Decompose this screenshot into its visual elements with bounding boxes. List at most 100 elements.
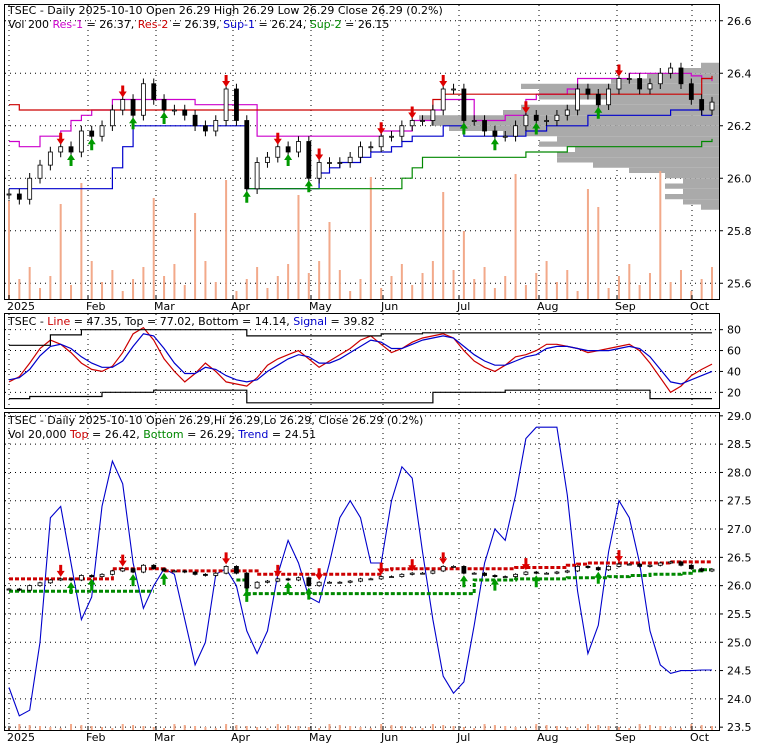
trend-body-44: [461, 566, 467, 574]
price-xtick-label-6: Jul: [456, 300, 470, 313]
trend-legend-part-1: Top: [69, 428, 89, 441]
price-panel: 25.6 25.8 26.0 26.2 26.4 26.6 2025 Feb Mar Apr Ma…: [4, 4, 752, 313]
price-body-31: [327, 162, 332, 164]
trend-volume-bar-37: [390, 725, 393, 730]
trend-buy-arrow-29: [304, 587, 313, 600]
volume-bar-6: [70, 285, 73, 299]
volume-profile-bin-36: [521, 104, 719, 110]
volume-bar-57: [597, 207, 600, 299]
trend-body-68: [709, 568, 715, 572]
trend-body-10: [109, 570, 115, 575]
trend-buy-arrow-47: [490, 578, 499, 591]
price-xtick-label-3: Apr: [231, 300, 251, 313]
trend-xtick-label-3: Apr: [231, 731, 251, 744]
volume-profile: [419, 62, 719, 210]
trend-body-27: [285, 578, 291, 581]
volume-bars: [8, 171, 713, 299]
price-panel-title: TSEC - Daily 2025-10-10 Open 26.29 High …: [7, 4, 443, 17]
trend-volume-bar-41: [431, 724, 434, 730]
volume-bar-31: [328, 222, 331, 299]
price-panel-legend: Vol 200 Res-1 = 26.37, Res-2 = 26.39, Su…: [8, 18, 389, 31]
price-body-26: [275, 146, 281, 158]
trend-bottom-line: [9, 568, 714, 596]
price-body-20: [213, 120, 219, 132]
trend-body-37: [389, 576, 394, 578]
trend-body-8: [89, 575, 95, 577]
volume-bar-61: [638, 285, 641, 299]
trend-volume-bar-3: [39, 726, 42, 730]
price-body-33: [347, 156, 353, 163]
trend-body-62: [647, 564, 653, 567]
price-body-29: [306, 141, 312, 179]
trend-sell-arrow-11: [118, 554, 127, 567]
trend-volume-bar-25: [266, 728, 269, 730]
volume-bar-44: [462, 231, 465, 299]
trend-buy-arrow-51: [532, 575, 541, 588]
trend-volume-bar-22: [235, 725, 238, 730]
trend-body-15: [161, 568, 167, 572]
volume-profile-bin-29: [539, 141, 719, 147]
price-body-18: [192, 114, 198, 127]
trend-sell-arrow-36: [377, 562, 386, 575]
trend-body-1: [16, 588, 22, 591]
trend-ytick-label-2: 24.5: [727, 665, 752, 678]
price-body-61: [637, 78, 643, 90]
volume-bar-29: [307, 273, 310, 299]
price-buy-arrow-15: [160, 112, 169, 124]
trend-legend-part-4: = 26.29,: [184, 428, 239, 441]
volume-profile-bin-18: [683, 199, 719, 205]
trend-legend-part-3: Bottom: [143, 428, 183, 441]
trend-body-52: [544, 572, 549, 575]
trend-volume-bar-39: [411, 727, 414, 730]
trend-panel-title: TSEC - Daily 2025-10-10 Open 26.29,Hi 26…: [7, 414, 423, 427]
trend-body-35: [368, 578, 374, 581]
price-body-43: [451, 88, 456, 91]
trend-buy-arrow-8: [87, 578, 96, 591]
trend-volume-bar-38: [400, 726, 403, 730]
trend-panel-legend: Vol 20,000 Top = 26.42, Bottom = 26.29, …: [8, 428, 316, 441]
trend-volume-bar-7: [80, 725, 83, 730]
trend-body-59: [616, 563, 622, 567]
trend-volume-bar-16: [173, 724, 176, 730]
volume-bar-28: [297, 195, 300, 299]
volume-bar-54: [566, 270, 569, 299]
volume-bar-15: [163, 276, 166, 299]
trend-volume-bar-30: [318, 728, 321, 730]
price-xtick-label-7: Aug: [537, 300, 558, 313]
volume-bar-1: [18, 279, 21, 299]
trend-body-26: [275, 578, 281, 582]
volume-profile-bin-34: [419, 115, 719, 121]
trend-body-36: [378, 576, 384, 580]
price-xtick-label-5: Jun: [380, 300, 398, 313]
price-body-21: [223, 88, 229, 121]
trend-legend-part-2: = 26.42,: [89, 428, 144, 441]
price-body-65: [678, 67, 684, 85]
price-body-24: [254, 162, 260, 190]
trend-volume-bar-68: [711, 726, 713, 730]
trend-body-48: [502, 576, 508, 578]
trend-body-61: [637, 563, 643, 567]
volume-bar-10: [111, 270, 114, 299]
trend-body-49: [513, 573, 518, 577]
volume-bar-23: [245, 279, 248, 299]
price-body-10: [109, 109, 115, 127]
trend-body-60: [626, 563, 632, 566]
trend-buy-arrow-12: [129, 574, 138, 587]
stochastic-ytick-label-0: 20: [727, 386, 741, 399]
trend-body-20: [213, 572, 219, 576]
trend-volume-bar-18: [194, 726, 197, 730]
price-body-32: [337, 162, 343, 164]
volume-profile-bin-41: [611, 78, 719, 84]
price-sell-arrow-50: [521, 101, 530, 114]
trend-body-67: [699, 568, 705, 572]
volume-bar-24: [256, 267, 259, 299]
price-ytick-label-1: 25.8: [727, 225, 752, 238]
trend-body-65: [678, 561, 684, 566]
trend-body-30: [316, 581, 322, 587]
trend-volume-bar-44: [462, 727, 465, 730]
stochastic-legend: TSEC - Line = 47.35, Top = 77.02, Bottom…: [7, 315, 375, 328]
price-buy-arrow-23: [242, 190, 251, 203]
trend-volume-bar-49: [514, 727, 517, 730]
trend-volume-bar-21: [225, 724, 228, 730]
stochastic-legend-part-2: = 47.35, Top = 77.02, Bottom = 14.14,: [70, 315, 293, 328]
